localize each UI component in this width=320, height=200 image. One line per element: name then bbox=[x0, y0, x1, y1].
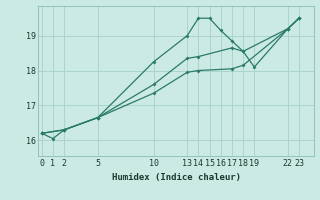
X-axis label: Humidex (Indice chaleur): Humidex (Indice chaleur) bbox=[111, 173, 241, 182]
